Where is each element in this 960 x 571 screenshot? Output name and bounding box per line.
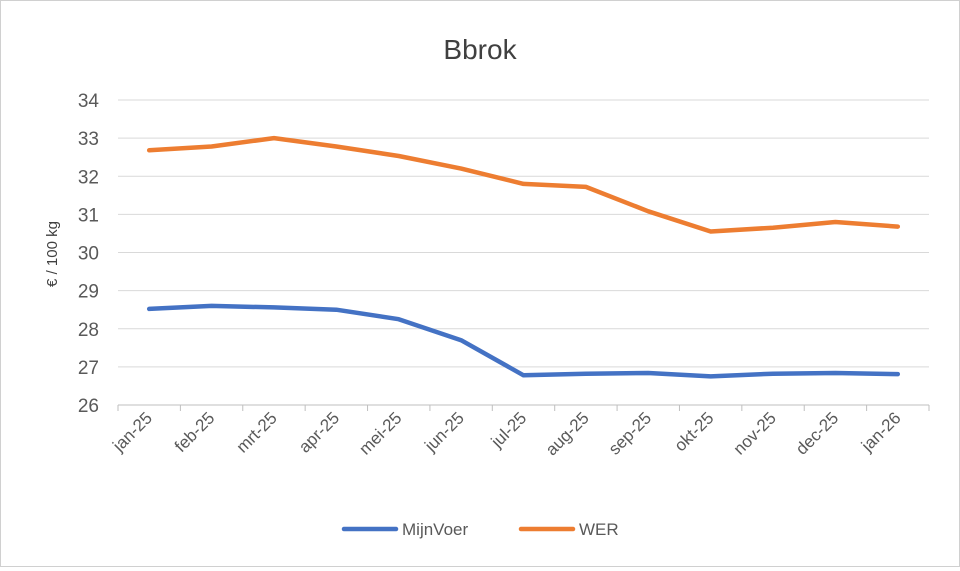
legend: MijnVoer WER (341, 520, 619, 539)
legend-label: WER (579, 520, 619, 539)
y-tick-label: 28 (78, 320, 99, 341)
series-lines (146, 135, 901, 379)
legend-label: MijnVoer (402, 520, 468, 539)
y-tick-label: 26 (78, 396, 99, 417)
x-tick-label: mei-25 (355, 408, 405, 458)
x-tick-label: mrt-25 (233, 408, 281, 456)
x-tick-label: jan-26 (857, 408, 905, 456)
y-tick-label: 29 (78, 282, 99, 303)
x-tick-label: apr-25 (295, 408, 343, 456)
y-tick-label: 32 (78, 167, 99, 188)
y-tick-label: 34 (78, 91, 100, 112)
x-tick-label: sep-25 (605, 408, 655, 458)
x-tick-label: feb-25 (171, 408, 219, 456)
x-tick-label: okt-25 (671, 408, 718, 455)
x-tick-label: jun-25 (420, 408, 468, 456)
gridlines (117, 99, 930, 411)
x-axis-ticks: jan-25 feb-25 mrt-25 apr-25 mei-25 jun-25 jul-… (108, 408, 904, 459)
chart-title: Bbrok (443, 34, 517, 65)
x-tick-label: jul-25 (487, 408, 531, 452)
y-tick-label: 30 (78, 244, 99, 265)
series-line-mijnvoer (146, 303, 901, 379)
series-line-wer (146, 135, 901, 234)
y-tick-label: 27 (78, 358, 99, 379)
y-axis-label: € / 100 kg (44, 221, 61, 287)
x-tick-label: aug-25 (542, 408, 593, 459)
x-tick-label: dec-25 (792, 408, 842, 458)
y-tick-label: 33 (78, 129, 99, 150)
y-axis-ticks: 26 27 28 29 30 31 32 33 34 (78, 91, 100, 417)
x-tick-label: jan-25 (108, 408, 156, 456)
y-tick-label: 31 (78, 205, 99, 226)
x-tick-label: nov-25 (730, 408, 780, 458)
